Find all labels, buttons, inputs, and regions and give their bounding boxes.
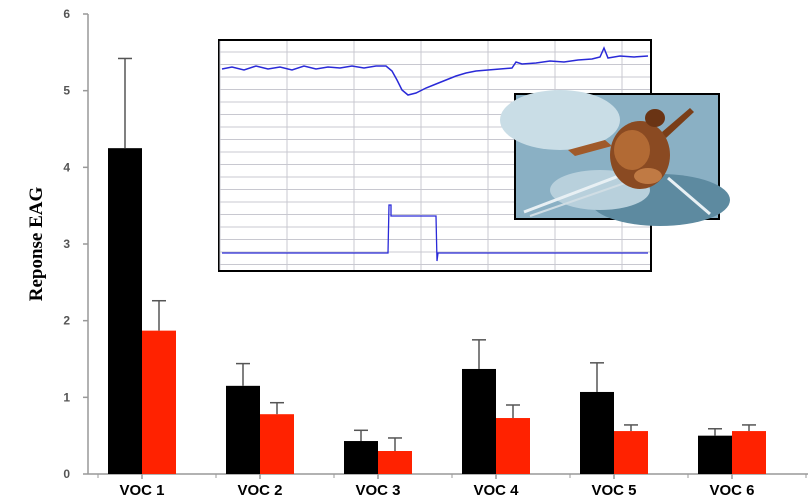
x-tick-label: VOC 6 <box>709 482 754 499</box>
y-tick-label: 0 <box>63 467 70 481</box>
bar <box>344 441 378 474</box>
bar <box>580 391 614 474</box>
x-tick-label: VOC 2 <box>237 482 282 499</box>
y-axis-label: Reponse EAG <box>26 187 47 302</box>
bar <box>698 435 732 474</box>
x-tick-label: VOC 3 <box>355 482 400 499</box>
x-tick-label: VOC 1 <box>119 482 164 499</box>
y-tick-label: 1 <box>63 390 70 404</box>
bar <box>732 431 766 474</box>
y-tick-label: 6 <box>63 7 70 21</box>
stimulus-pulse-trace <box>222 204 648 262</box>
bar <box>226 385 260 474</box>
eag-signal-trace <box>221 46 649 96</box>
y-tick-label: 4 <box>63 160 70 174</box>
bar <box>260 414 294 474</box>
bar <box>496 418 530 474</box>
bar <box>462 368 496 474</box>
x-tick-label: VOC 5 <box>591 482 636 499</box>
bar <box>142 330 176 474</box>
x-tick-label: VOC 4 <box>473 482 519 499</box>
bars <box>108 57 766 474</box>
insect-photo <box>500 90 730 226</box>
bar <box>108 148 142 474</box>
y-tick-label: 3 <box>63 237 70 251</box>
bar <box>614 431 648 474</box>
axes: 0 1 2 3 4 5 6 VOC 1 VOC 2 VOC 3 VOC 4 VOC 5 VOC 6 <box>63 7 808 499</box>
y-tick-label: 2 <box>63 314 70 328</box>
bar <box>378 451 412 474</box>
y-tick-label: 5 <box>63 84 70 98</box>
